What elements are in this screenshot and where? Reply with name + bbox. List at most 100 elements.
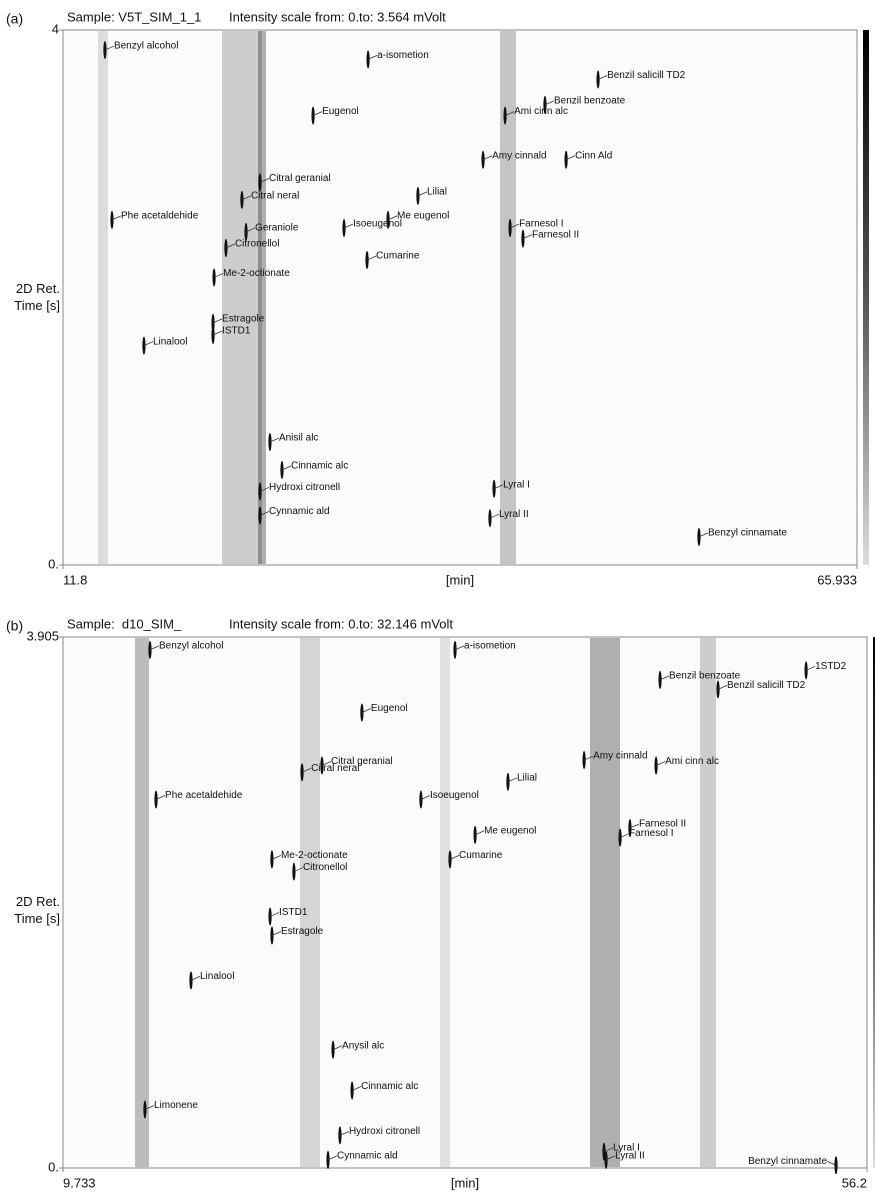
peak: [366, 50, 370, 69]
peak-label: Farnesol II: [532, 229, 579, 240]
x-tick-label: 65.933: [817, 572, 857, 587]
leader-line: [717, 684, 728, 690]
peak-label: Me eugenol: [484, 825, 536, 836]
leader-line: [387, 215, 398, 221]
peak-label: Estragole: [222, 314, 265, 325]
peak-label: Benzil benzoate: [554, 96, 626, 107]
leader-line: [509, 223, 520, 229]
leader-line: [281, 465, 292, 471]
background-streak: [500, 31, 516, 564]
leader-line: [826, 1160, 837, 1166]
peak-label: ISTD1: [279, 907, 308, 918]
peak-label: Benzyl cinnamate: [748, 1156, 827, 1167]
peak-label: Citronellol: [303, 862, 347, 873]
leader-line: [144, 1105, 155, 1110]
background-streak: [222, 31, 262, 564]
y-axis-label: 2D Ret. Time [s]: [14, 281, 60, 313]
peak-label: Hydroxi citronell: [349, 1126, 420, 1137]
peak-label: Cynnamic ald: [337, 1150, 398, 1161]
leader-line: [351, 1086, 362, 1091]
panel-label: (a): [6, 11, 23, 27]
peak-label: a-isometion: [464, 641, 516, 652]
leader-line: [259, 511, 270, 516]
leader-line: [225, 243, 236, 249]
peak-label: Phe acetaldehide: [121, 211, 199, 222]
panel-label: (b): [6, 618, 23, 634]
peak-label: Citral geranial: [269, 173, 331, 184]
leader-line: [269, 437, 280, 443]
peak-label: Linalool: [153, 336, 187, 347]
y-axis-label: 2D Ret. Time [s]: [14, 894, 60, 926]
peak-label: Citral neral: [311, 763, 359, 774]
background-streak: [590, 638, 620, 1167]
leader-line: [482, 155, 493, 161]
peak-label: Eugenol: [322, 106, 359, 117]
peak-label: a-isometion: [377, 50, 429, 61]
peak-label: Anysil alc: [342, 1040, 384, 1051]
leader-line: [361, 708, 372, 713]
leader-line: [343, 223, 354, 229]
leader-line: [259, 178, 270, 183]
x-axis-label: [min]: [446, 572, 474, 587]
peak-label: Benzyl cinnamate: [708, 528, 787, 539]
intensity-scale: Intensity scale from: 0.to: 3.564 mVolt: [229, 9, 446, 24]
x-tick-label: 11.8: [63, 572, 87, 587]
leader-line: [367, 55, 378, 60]
leader-line: [454, 645, 465, 651]
leader-line: [449, 854, 460, 860]
leader-line: [212, 330, 223, 336]
x-tick-label: 9.733: [63, 1175, 96, 1190]
leader-line: [493, 484, 504, 490]
leader-line: [489, 513, 500, 519]
peak-label: ISTD1: [222, 326, 251, 337]
leader-line: [655, 761, 666, 766]
x-axis-label: [min]: [451, 1175, 479, 1190]
peak-label: Cinnamic alc: [291, 461, 348, 472]
leader-line: [259, 487, 270, 492]
leader-line: [149, 645, 160, 651]
peak-label: Benzyl alcohol: [159, 641, 223, 652]
leader-line: [659, 675, 670, 681]
leader-line: [629, 823, 640, 829]
leader-line: [271, 931, 282, 936]
peak-label: Benzil benzoate: [669, 670, 741, 681]
leader-line: [544, 100, 555, 106]
peak-label: Me eugenol: [397, 211, 449, 222]
peak-label: Lyral II: [615, 1150, 645, 1161]
peak-label: Farnesol II: [639, 819, 686, 830]
peak-label: Limonene: [154, 1100, 198, 1111]
leader-line: [417, 191, 428, 197]
background-streak: [135, 638, 149, 1167]
leader-line: [698, 532, 709, 538]
peak-label: Isoeugenol: [430, 790, 479, 801]
leader-line: [271, 854, 282, 860]
peak-label: Citral geranial: [331, 756, 393, 767]
background-streak: [98, 31, 108, 564]
y-tick-label: 3.905: [26, 628, 59, 643]
peak-label: Lyral I: [613, 1142, 640, 1153]
leader-line: [474, 830, 485, 836]
peak-label: Isoeugenol: [353, 219, 402, 230]
peak-label: Amy cinnald: [593, 751, 647, 762]
background-streak: [700, 638, 716, 1167]
peak-label: Farnesol I: [519, 219, 563, 230]
background-streak: [300, 638, 320, 1167]
leader-line: [597, 75, 608, 80]
plot-area: [62, 636, 868, 1169]
peak-label: Lilial: [517, 772, 537, 783]
peak-label: Benzyl alcohol: [114, 41, 178, 52]
leader-line: [605, 1155, 616, 1161]
plot-area: [62, 29, 858, 566]
peak-label: Cinn Ald: [575, 150, 612, 161]
leader-line: [111, 215, 122, 221]
leader-line: [366, 255, 377, 261]
background-streak: [440, 638, 450, 1167]
leader-line: [293, 867, 304, 872]
peak-label: Linalool: [200, 971, 234, 982]
leader-line: [504, 111, 515, 116]
peak-label: Ami cinn alc: [665, 756, 719, 767]
x-tick-label: 56.2: [842, 1175, 867, 1190]
sample-label: Sample: d10_SIM_: [67, 616, 182, 631]
leader-line: [245, 227, 256, 233]
